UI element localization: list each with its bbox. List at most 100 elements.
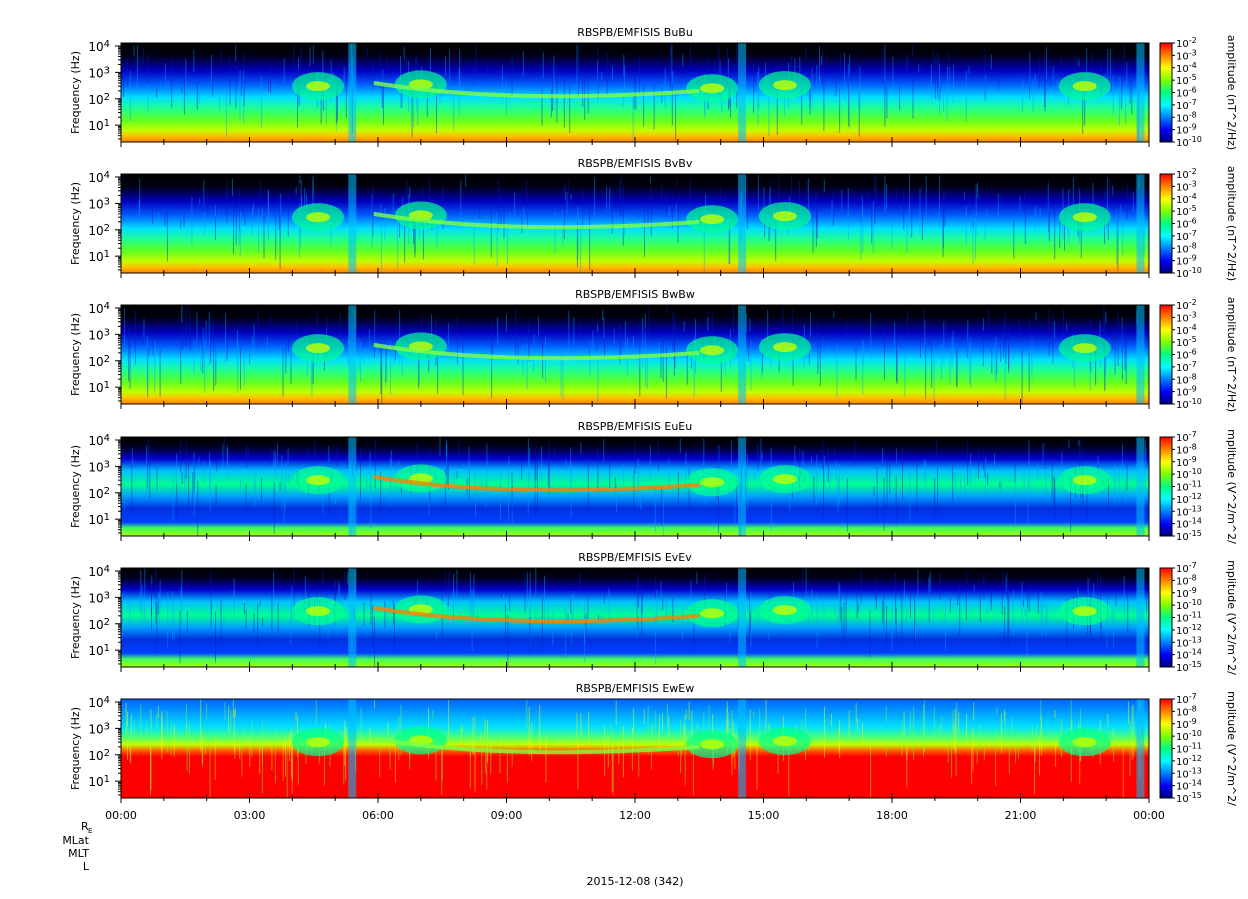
spectral-streak — [401, 344, 403, 376]
colorbar — [1159, 304, 1173, 405]
tick-exponent: -7 — [1189, 561, 1197, 570]
spectral-streak — [542, 52, 544, 78]
spectral-streak — [760, 438, 762, 490]
spectral-streak — [236, 329, 238, 368]
spectral-streak — [968, 66, 970, 74]
spectral-streak — [594, 177, 596, 218]
spectral-streak — [139, 593, 141, 610]
colorbar-tick-label: 10-8 — [1176, 573, 1197, 587]
spectral-streak — [857, 718, 859, 731]
spectral-streak — [726, 583, 728, 603]
spectral-streak — [437, 352, 439, 394]
spectral-streak — [358, 337, 360, 374]
spectral-streak — [403, 46, 405, 60]
spectral-streak — [209, 452, 210, 490]
spectral-streak — [406, 55, 407, 67]
spectral-streak — [603, 439, 605, 462]
spectral-streak — [474, 748, 476, 793]
spectral-streak — [181, 569, 183, 622]
tick-base: 10 — [1176, 363, 1189, 374]
spectral-streak — [409, 186, 411, 199]
spectral-streak — [990, 585, 992, 604]
spectral-streak — [418, 352, 420, 386]
spectral-streak — [253, 613, 255, 633]
spectral-streak — [672, 602, 674, 624]
spectral-streak — [965, 206, 967, 245]
spectral-streak — [756, 745, 758, 790]
spectral-streak — [240, 69, 242, 96]
colorbar-tick-label: 10-6 — [1176, 217, 1197, 231]
x-tick-label: 06:00 — [362, 809, 394, 822]
spectral-streak — [660, 486, 662, 526]
spectral-streak — [823, 179, 825, 193]
spectral-streak — [884, 324, 885, 380]
spectral-streak — [984, 48, 986, 101]
spectral-streak — [175, 465, 177, 484]
spectral-streak — [214, 216, 216, 240]
tick-base: 10 — [88, 696, 103, 710]
spectral-streak — [400, 482, 402, 494]
emission-core — [772, 80, 797, 91]
spectral-streak — [1048, 179, 1050, 196]
tick-exponent: 4 — [104, 39, 110, 50]
spectral-streak — [287, 197, 289, 237]
tick-exponent: -9 — [1189, 123, 1197, 132]
spectral-streak — [952, 711, 954, 733]
spectral-streak — [320, 75, 322, 125]
colorbar-tick-label: 10-9 — [1176, 717, 1197, 731]
y-tick-label: 101 — [88, 512, 110, 527]
hiss-band — [373, 342, 700, 361]
tick-base: 10 — [88, 40, 103, 54]
spectral-streak — [517, 198, 519, 214]
spectral-streak — [611, 191, 613, 234]
spectral-streak — [336, 89, 338, 125]
spectral-streak — [262, 617, 264, 627]
spectral-streak — [736, 480, 738, 504]
spectral-streak — [307, 448, 309, 464]
spectral-streak — [399, 310, 401, 364]
spectral-streak — [286, 747, 288, 798]
spectral-streak — [176, 483, 178, 520]
ephemeris-label-mlat: MLat — [62, 834, 89, 847]
colorbar — [1159, 173, 1173, 274]
spectral-streak — [758, 66, 760, 109]
spectral-streak — [554, 211, 556, 254]
spectral-streak — [360, 446, 361, 500]
spectral-streak — [915, 595, 916, 639]
spectral-streak — [243, 347, 245, 387]
spectral-streak — [239, 70, 241, 121]
spectral-streak — [235, 44, 237, 62]
spectral-streak — [714, 60, 716, 88]
spectral-streak — [884, 175, 886, 214]
y-tick-label: 101 — [88, 249, 110, 264]
spectral-streak — [414, 213, 416, 253]
spectral-streak — [1022, 79, 1024, 112]
spectral-streak — [874, 177, 876, 224]
spectral-streak — [1042, 443, 1044, 462]
spectral-streak — [815, 190, 817, 201]
spectral-streak — [979, 590, 981, 623]
tick-base: 10 — [1176, 707, 1189, 718]
spectral-streak — [636, 579, 638, 615]
tick-exponent: -8 — [1189, 704, 1197, 713]
spectral-streak — [291, 747, 293, 794]
spectral-streak — [526, 179, 527, 206]
spectral-streak — [802, 568, 804, 588]
perigee-spike — [1136, 699, 1145, 798]
spectral-streak — [662, 336, 664, 382]
tick-exponent: -7 — [1189, 98, 1197, 107]
ephemeris-label-mlt: MLT — [68, 847, 89, 860]
spectral-streak — [312, 179, 314, 199]
spectral-streak — [815, 213, 817, 247]
spectral-streak — [156, 467, 158, 490]
spectral-streak — [542, 343, 544, 379]
spectral-streak — [124, 308, 126, 350]
spectral-streak — [182, 305, 184, 351]
spectral-streak — [649, 176, 651, 184]
spectral-streak — [372, 186, 374, 236]
spectral-streak — [223, 614, 225, 628]
spectral-streak — [255, 466, 257, 479]
spectral-streak — [907, 311, 908, 339]
